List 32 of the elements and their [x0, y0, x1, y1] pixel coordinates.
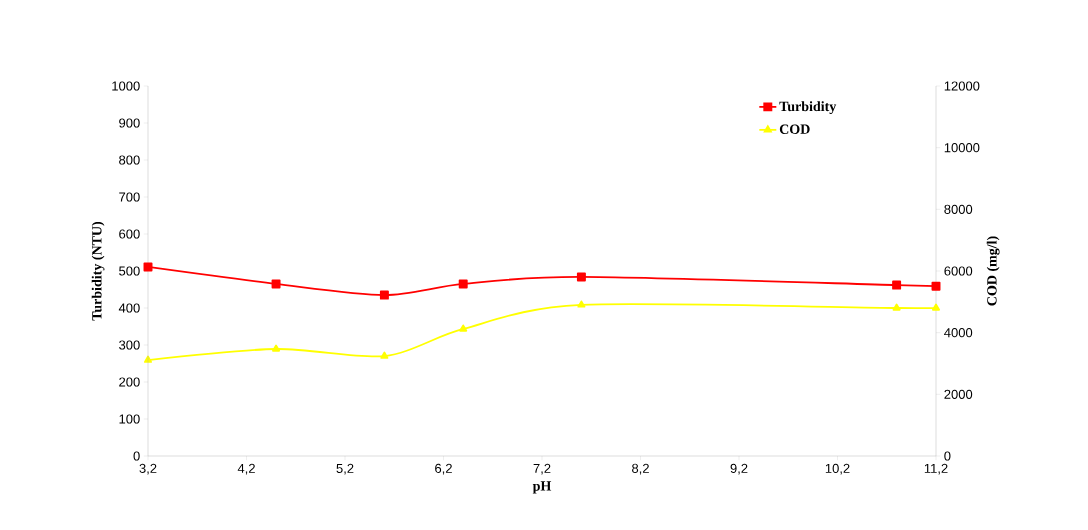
- y2-tick-label: 12000: [944, 81, 980, 91]
- x-axis-title: pH: [532, 481, 552, 494]
- y-tick-label: 400: [118, 303, 140, 313]
- x-tick-label: 10,2: [825, 463, 850, 475]
- y2-tick-label: 10000: [944, 143, 980, 153]
- y-tick-label: 900: [119, 118, 140, 128]
- y-tick-label: 800: [119, 155, 140, 165]
- y2-tick-label: 4000: [944, 328, 973, 338]
- legend-label: Turbidity: [779, 101, 837, 115]
- y-tick-label: 200: [119, 377, 140, 387]
- y-axis-title: Turbidity (NTU): [91, 221, 105, 321]
- y2-tick-label: 0: [944, 451, 951, 461]
- y-tick-label: 600: [119, 229, 140, 239]
- y-tick-label: 300: [119, 340, 140, 350]
- x-tick-label: 5,2: [336, 463, 354, 475]
- x-tick-label: 11,2: [924, 463, 948, 475]
- x-tick-label: 3,2: [139, 463, 157, 475]
- y2-tick-label: 8000: [944, 204, 973, 214]
- legend-label: COD: [779, 124, 810, 134]
- x-tick-label: 8,2: [632, 463, 649, 475]
- y-tick-label: 0: [133, 451, 140, 461]
- x-tick-label: 4,2: [237, 463, 255, 475]
- y-tick-label: 100: [119, 414, 140, 424]
- x-tick-label: 7,2: [533, 463, 551, 475]
- y-tick-label: 1000: [112, 81, 140, 91]
- y2-tick-label: 2000: [944, 389, 973, 399]
- x-tick-label: 6,2: [435, 463, 452, 475]
- y-tick-label: 500: [119, 266, 140, 276]
- x-tick-label: 9,2: [730, 463, 748, 475]
- y-tick-label: 700: [119, 192, 140, 202]
- y2-tick-label: 6000: [944, 266, 973, 276]
- y2-axis-title: COD (mg/l): [986, 236, 1000, 306]
